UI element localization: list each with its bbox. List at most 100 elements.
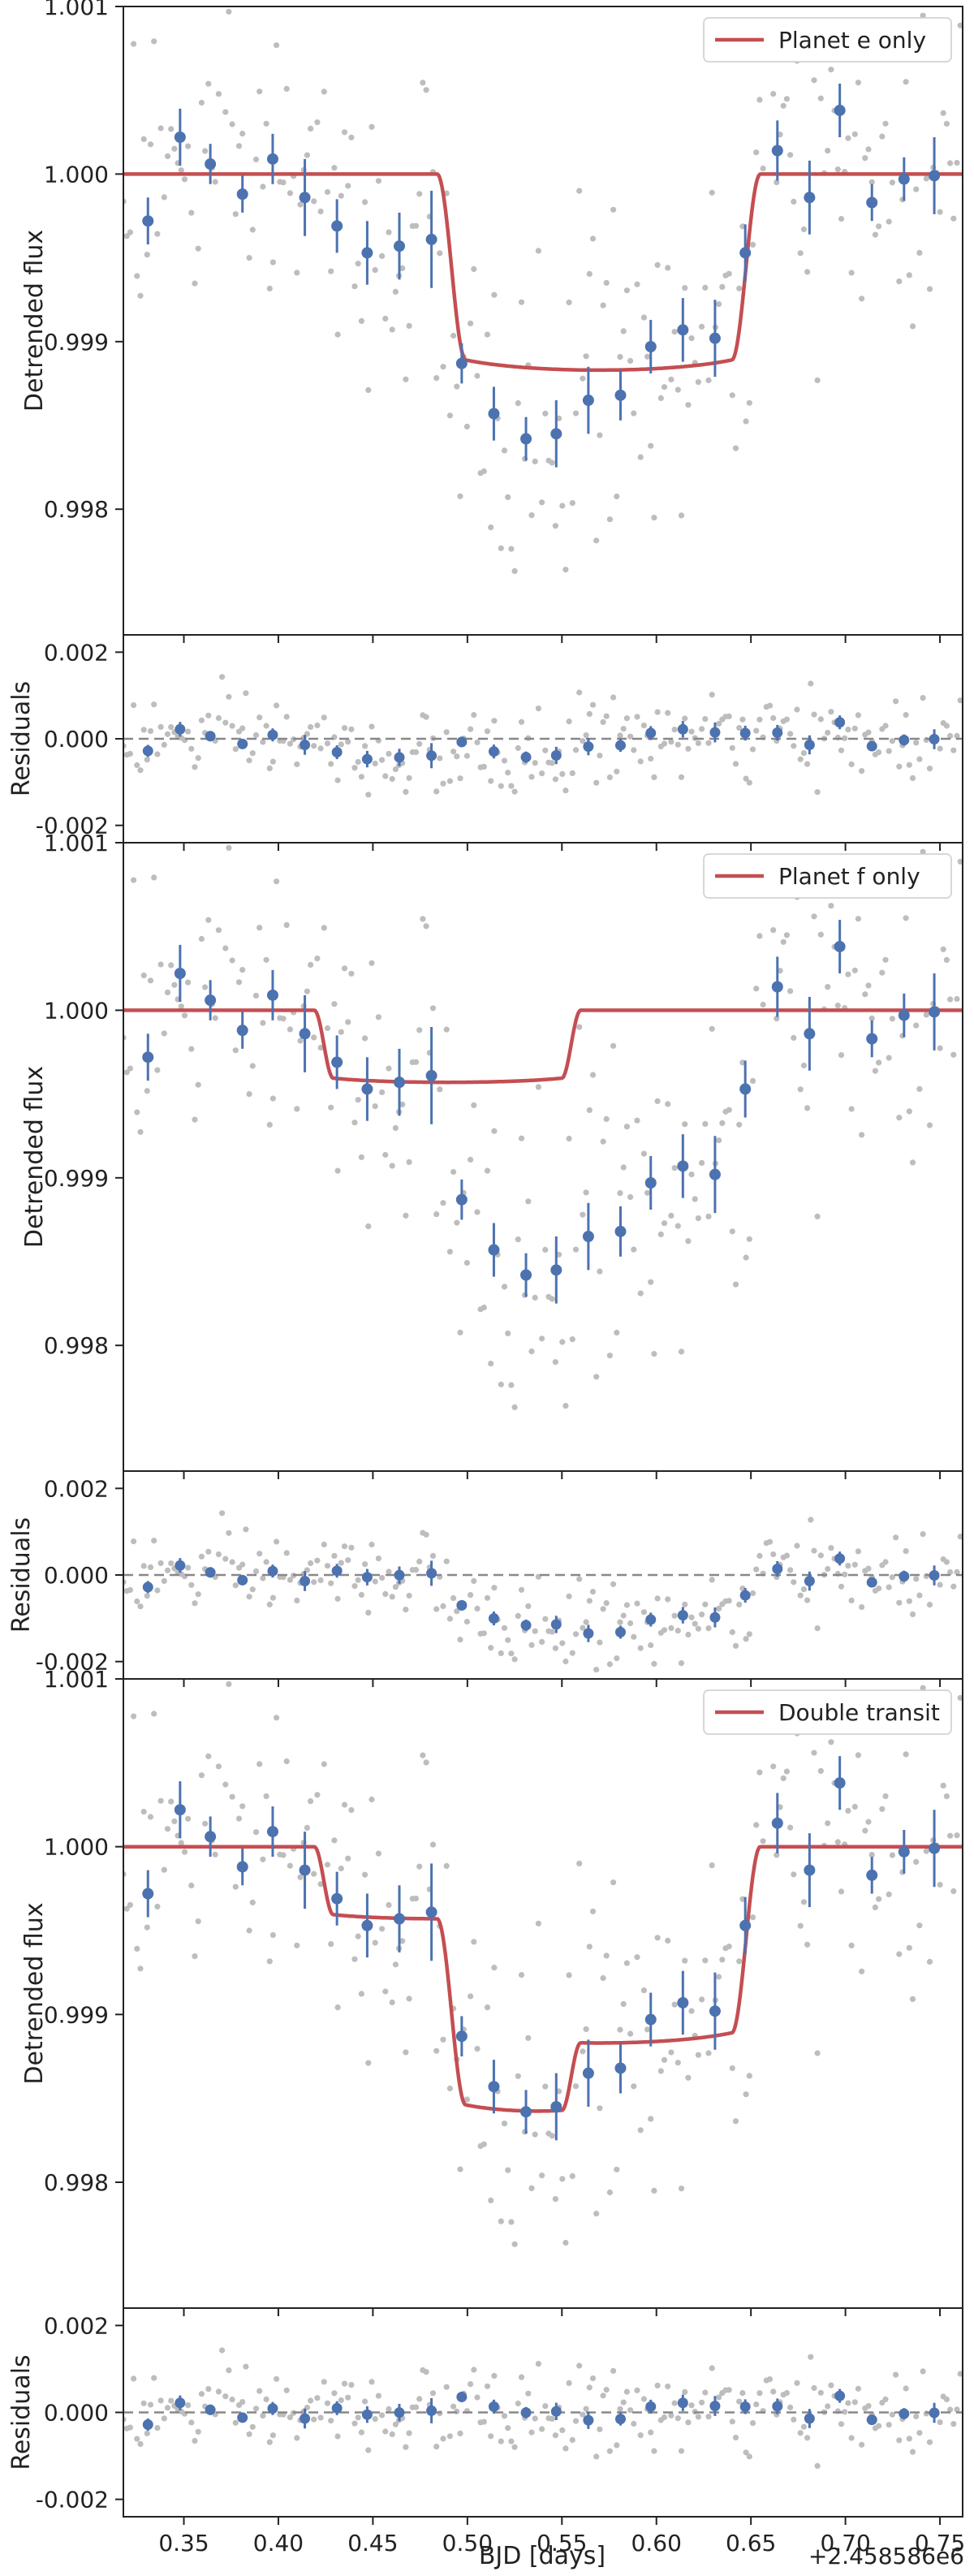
raw-residual — [732, 761, 739, 767]
binned-residual — [300, 739, 311, 750]
raw-residual — [828, 1545, 834, 1551]
raw-point — [804, 1941, 811, 1948]
plot-area — [123, 2347, 963, 2469]
raw-point — [817, 95, 824, 101]
raw-residual — [580, 2411, 586, 2418]
raw-point — [287, 1026, 293, 1033]
raw-residual — [770, 714, 777, 722]
x-tick-label: 0.45 — [347, 2530, 398, 2557]
raw-point — [539, 499, 545, 506]
raw-point — [249, 1899, 256, 1905]
raw-point — [606, 516, 614, 523]
raw-residual — [355, 1577, 361, 1583]
raw-residual — [164, 731, 171, 737]
raw-point — [274, 878, 280, 885]
raw-point — [501, 1284, 508, 1290]
raw-residual — [749, 2420, 756, 2427]
raw-point — [774, 179, 780, 186]
raw-point — [583, 1189, 589, 1196]
model-line — [123, 172, 963, 373]
raw-point — [498, 1381, 504, 1387]
raw-point — [185, 143, 192, 149]
raw-residual — [886, 2422, 892, 2428]
raw-point — [947, 1832, 954, 1839]
legend: Planet f only — [703, 853, 952, 899]
raw-residual — [903, 1548, 909, 1555]
raw-point — [699, 1159, 705, 1166]
binned-point — [804, 1028, 816, 1040]
raw-residual — [266, 765, 273, 772]
binned-residual — [456, 736, 468, 748]
raw-point — [566, 1135, 572, 1142]
raw-residual — [736, 1601, 743, 1607]
raw-point — [566, 1972, 572, 1978]
raw-residual — [695, 1625, 702, 1632]
raw-residual — [549, 760, 555, 766]
raw-residual — [610, 694, 617, 701]
raw-residual — [903, 2385, 909, 2392]
raw-residual — [576, 1576, 583, 1582]
raw-point — [362, 1035, 368, 1042]
binned-point — [804, 192, 816, 204]
raw-residual — [471, 1577, 477, 1584]
raw-residual — [321, 714, 327, 721]
raw-point — [212, 1015, 218, 1021]
raw-point — [879, 969, 886, 976]
raw-residual — [164, 1567, 171, 1573]
raw-residual — [192, 2437, 198, 2444]
raw-residual — [957, 697, 963, 704]
raw-point — [937, 1881, 943, 1888]
raw-residual — [348, 2382, 355, 2388]
raw-residual — [311, 743, 317, 749]
raw-point — [855, 916, 861, 922]
raw-point — [606, 2189, 614, 2196]
raw-residual — [702, 2389, 709, 2396]
binned-residual — [394, 1569, 405, 1581]
raw-point — [328, 1941, 334, 1948]
raw-point — [331, 165, 338, 171]
raw-residual — [580, 738, 586, 744]
raw-residual — [365, 2447, 372, 2453]
raw-point — [127, 1901, 133, 1908]
raw-point — [423, 923, 429, 930]
raw-residual — [151, 2375, 157, 2381]
raw-point — [804, 1105, 811, 1111]
raw-point — [699, 323, 705, 330]
raw-point — [443, 1862, 450, 1869]
raw-point — [235, 1815, 243, 1822]
raw-point — [889, 179, 895, 186]
raw-residual — [766, 2376, 774, 2383]
raw-point — [528, 512, 535, 519]
raw-residual — [851, 1561, 858, 1568]
raw-residual — [192, 764, 198, 770]
raw-point — [749, 241, 756, 248]
raw-residual — [876, 1586, 882, 1592]
raw-residual — [423, 1531, 429, 1538]
raw-residual — [239, 1561, 246, 1568]
raw-point — [657, 1231, 664, 1237]
raw-point — [868, 1015, 875, 1021]
raw-residual — [811, 711, 817, 718]
raw-point — [678, 512, 685, 519]
raw-residual — [797, 1592, 804, 1599]
raw-point — [726, 1107, 732, 1113]
raw-point — [729, 392, 735, 399]
raw-point — [508, 2219, 515, 2225]
raw-point — [243, 1667, 248, 1672]
raw-point — [518, 1972, 525, 1978]
raw-point — [648, 2116, 654, 2122]
raw-point — [389, 326, 395, 333]
raw-residual — [783, 2389, 791, 2397]
raw-point — [297, 201, 304, 208]
raw-residual — [623, 715, 631, 722]
raw-point — [491, 1128, 498, 1134]
binned-residual — [426, 1568, 437, 1579]
binned-residual — [456, 2391, 468, 2402]
raw-residual — [620, 726, 627, 732]
raw-point — [572, 410, 580, 416]
raw-point — [287, 1862, 293, 1869]
raw-point — [916, 249, 923, 256]
raw-point — [814, 2050, 821, 2056]
raw-point — [515, 2073, 521, 2079]
binned-point — [834, 104, 846, 116]
